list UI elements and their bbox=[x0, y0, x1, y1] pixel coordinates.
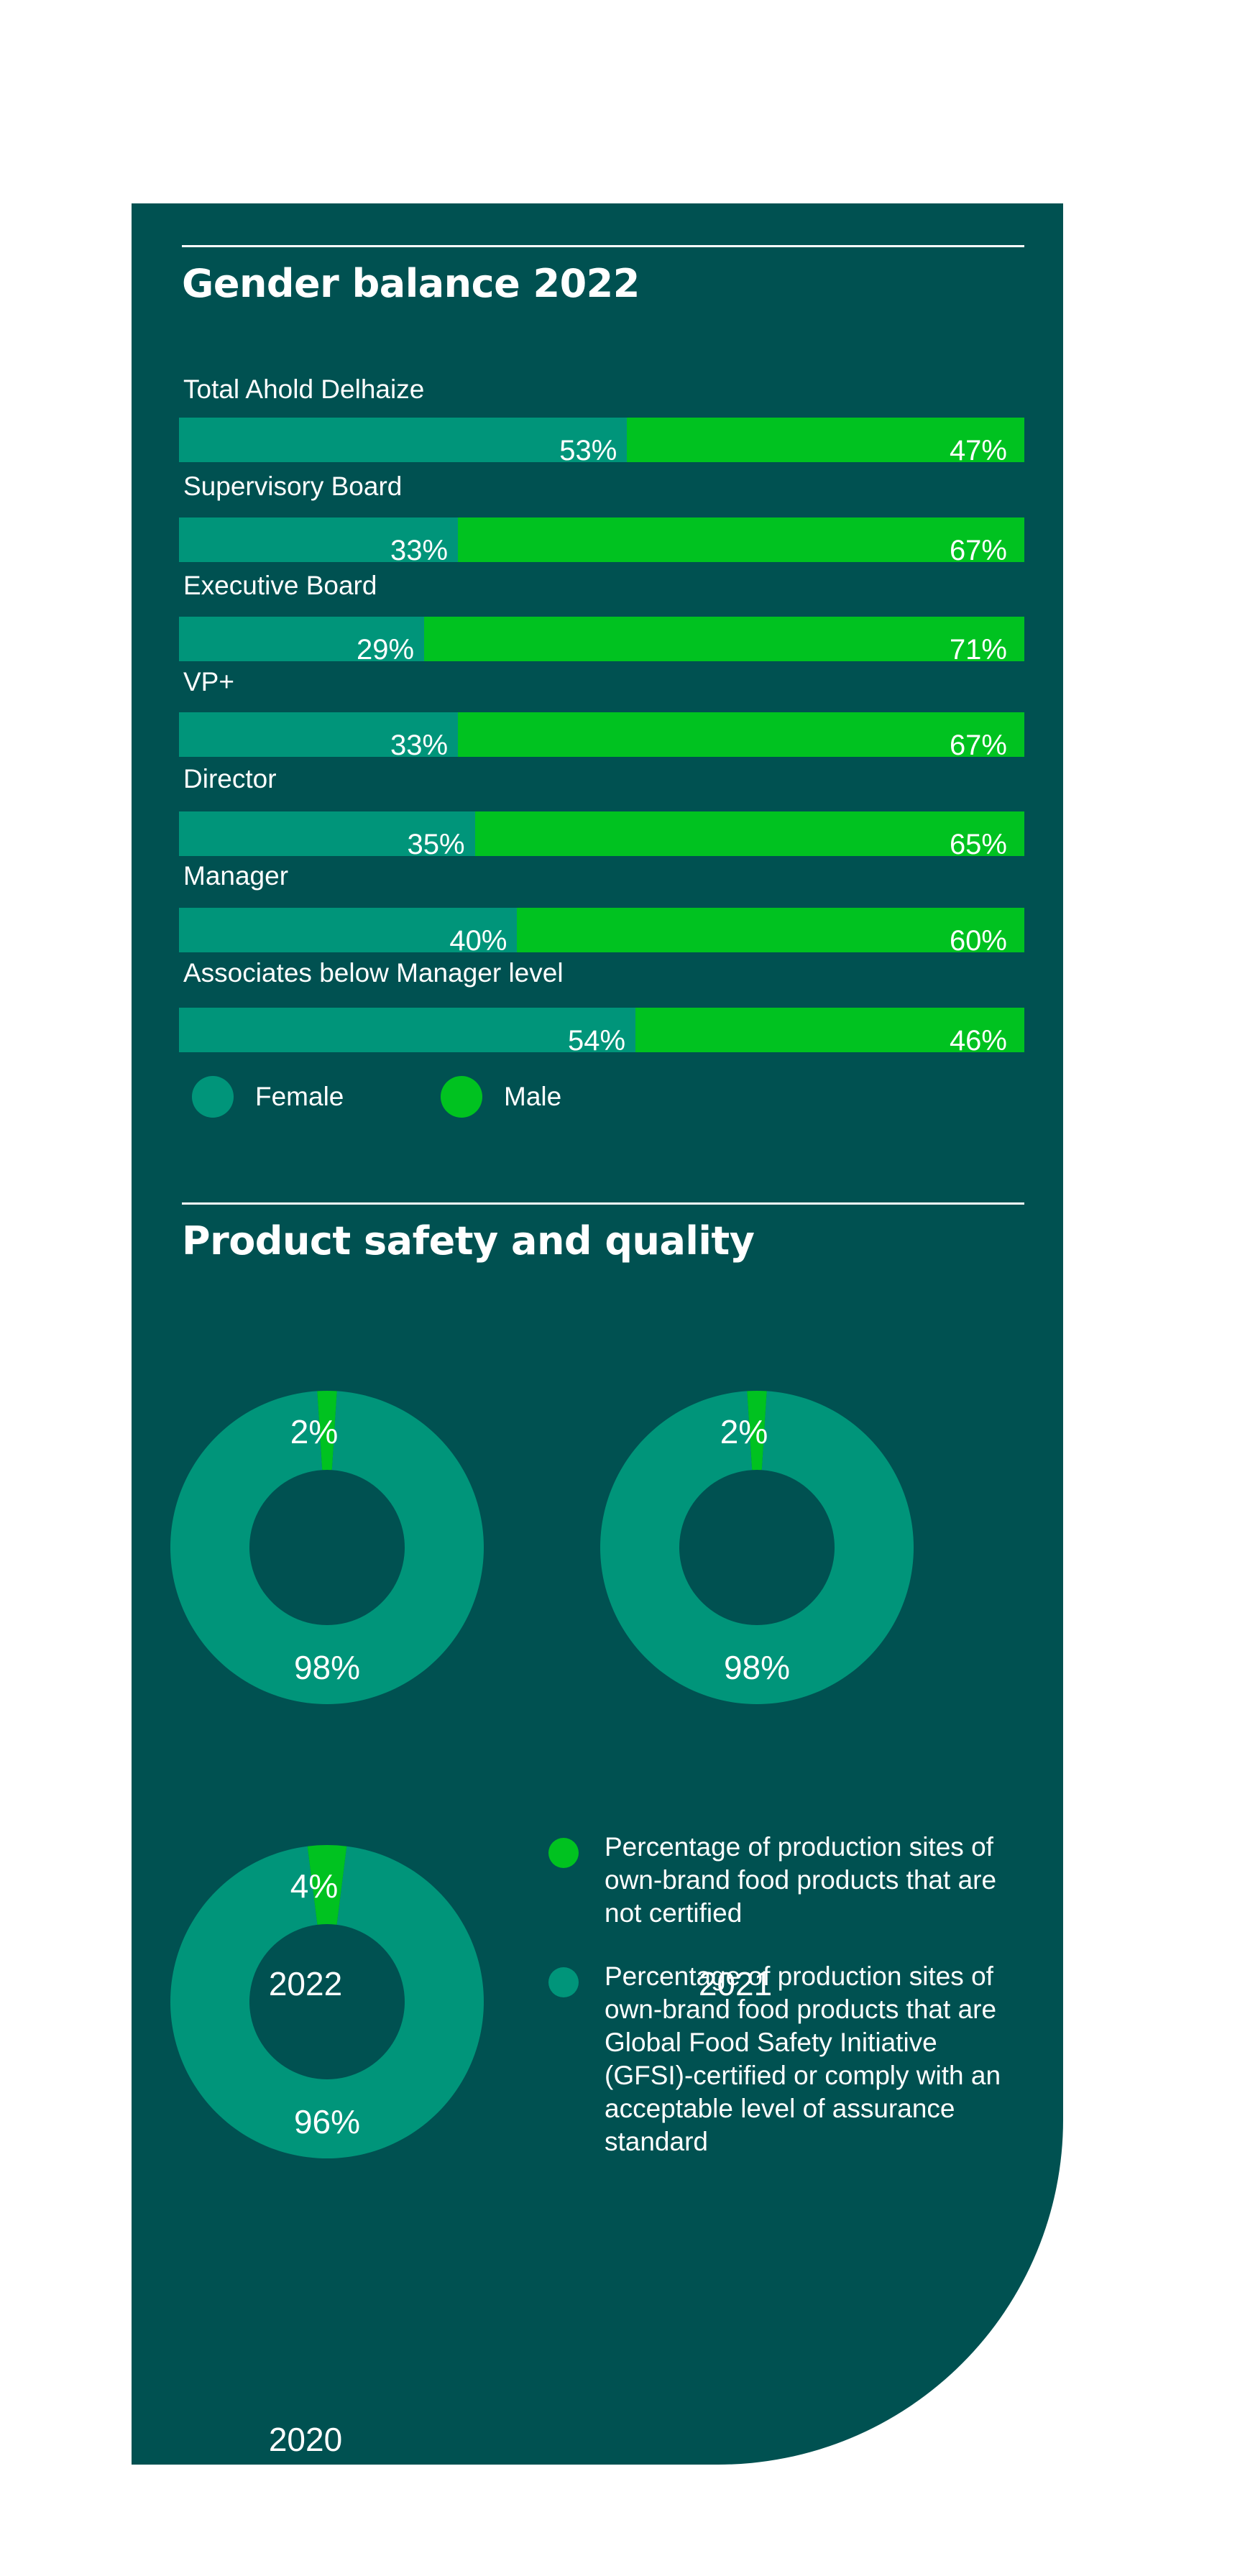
female-value-label: 33% bbox=[390, 730, 449, 761]
male-legend-swatch bbox=[441, 1076, 482, 1118]
certified-slice bbox=[600, 1391, 914, 1704]
female-value-label: 54% bbox=[567, 1025, 626, 1057]
male-bar-segment bbox=[424, 617, 1024, 661]
infographic-panel: Gender balance 2022 Total Ahold Delhaize… bbox=[132, 203, 1063, 2465]
section-divider bbox=[182, 1202, 1024, 1205]
male-value-label: 71% bbox=[949, 634, 1007, 666]
gender-bar-row: 33% 67% bbox=[179, 712, 1024, 761]
male-bar-segment bbox=[458, 712, 1024, 757]
female-legend-swatch bbox=[192, 1076, 234, 1118]
bar-category-label: Director bbox=[183, 764, 277, 794]
not-certified-value-label: 2% bbox=[290, 1413, 339, 1450]
male-bar-segment bbox=[517, 908, 1024, 952]
gender-section-title: Gender balance 2022 bbox=[182, 261, 640, 306]
female-bar-segment bbox=[179, 518, 459, 562]
gender-bar-row: 54% 46% bbox=[179, 1008, 1024, 1057]
not-certified-legend-label: Percentage of production sites of own-br… bbox=[605, 1832, 997, 1928]
male-legend-label: Male bbox=[504, 1082, 562, 1111]
gender-bar-row: 53% 47% bbox=[179, 418, 1024, 466]
donut-svg bbox=[600, 1391, 914, 1704]
male-bar-segment bbox=[635, 1008, 1024, 1052]
certified-value-label: 98% bbox=[723, 1649, 791, 1686]
section-divider bbox=[182, 245, 1024, 247]
donut-chart-2021: 2% 98% bbox=[592, 1382, 922, 1713]
female-value-label: 29% bbox=[356, 634, 415, 666]
male-bar-segment bbox=[474, 811, 1024, 856]
male-value-label: 47% bbox=[949, 435, 1007, 466]
female-bar-segment bbox=[179, 617, 425, 661]
gender-bar-row: 40% 60% bbox=[179, 908, 1024, 957]
bar-category-label: Total Ahold Delhaize bbox=[183, 374, 425, 404]
certified-value-label: 98% bbox=[293, 1649, 361, 1686]
female-value-label: 35% bbox=[407, 829, 465, 860]
not-certified-value-label: 2% bbox=[720, 1413, 768, 1450]
female-bar-segment bbox=[179, 712, 459, 757]
gender-bar-row: 33% 67% bbox=[179, 518, 1024, 566]
donut-svg bbox=[170, 1845, 484, 2158]
male-value-label: 67% bbox=[949, 535, 1007, 566]
certified-slice bbox=[170, 1846, 484, 2158]
bar-category-label: Supervisory Board bbox=[183, 472, 403, 501]
donut-year-label: 2021 bbox=[698, 1965, 773, 2002]
female-legend-label: Female bbox=[255, 1082, 344, 1111]
female-value-label: 40% bbox=[449, 925, 507, 957]
gender-bar-row: 35% 65% bbox=[179, 811, 1024, 860]
not-certified-value-label: 4% bbox=[290, 1867, 339, 1905]
gender-bar-row: 29% 71% bbox=[179, 617, 1024, 666]
male-value-label: 46% bbox=[949, 1025, 1007, 1057]
male-value-label: 65% bbox=[949, 829, 1007, 860]
female-bar-segment bbox=[179, 418, 628, 462]
male-bar-segment bbox=[627, 418, 1024, 462]
male-bar-segment bbox=[458, 518, 1024, 562]
female-value-label: 53% bbox=[559, 435, 617, 466]
male-value-label: 60% bbox=[949, 925, 1007, 957]
female-bar-segment bbox=[179, 1008, 636, 1052]
donut-year-label: 2020 bbox=[268, 2421, 343, 2458]
certified-value-label: 96% bbox=[293, 2103, 361, 2140]
certified-legend-swatch bbox=[548, 1967, 579, 1997]
donut-year-label: 2022 bbox=[268, 1965, 343, 2002]
female-bar-segment bbox=[179, 811, 475, 856]
bar-category-label: Associates below Manager level bbox=[183, 958, 564, 988]
not-certified-legend-swatch bbox=[548, 1838, 579, 1868]
donut-svg bbox=[170, 1391, 484, 1704]
female-bar-segment bbox=[179, 908, 518, 952]
not-certified-slice bbox=[317, 1391, 337, 1471]
bar-category-label: Executive Board bbox=[183, 571, 377, 600]
not-certified-slice bbox=[307, 1845, 347, 1925]
donut-chart-2020: 4% 96% bbox=[162, 1836, 492, 2167]
certified-legend-label: Percentage of production sites of own-br… bbox=[605, 1961, 1001, 2156]
female-value-label: 33% bbox=[390, 535, 449, 566]
bar-category-label: Manager bbox=[183, 861, 289, 891]
safety-section-title: Product safety and quality bbox=[182, 1218, 755, 1264]
not-certified-slice bbox=[747, 1391, 767, 1471]
bar-category-label: VP+ bbox=[183, 667, 234, 696]
certified-slice bbox=[170, 1391, 484, 1704]
male-value-label: 67% bbox=[949, 730, 1007, 761]
donut-chart-2022: 2% 98% bbox=[162, 1382, 492, 1713]
